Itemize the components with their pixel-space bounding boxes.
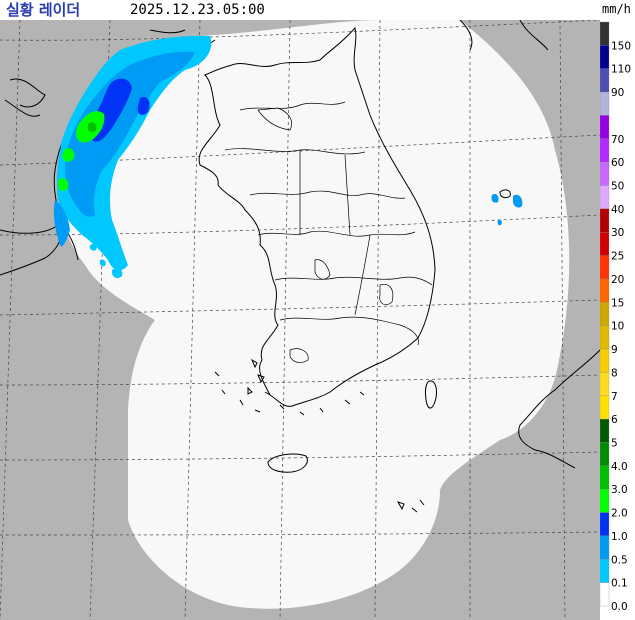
legend-label: 20 [611, 274, 624, 286]
legend-swatch [600, 535, 610, 560]
legend-label: 9 [611, 344, 618, 356]
legend-swatch [600, 465, 610, 490]
legend-swatch [600, 489, 610, 513]
legend-swatch [600, 91, 610, 116]
legend-swatch [600, 559, 610, 583]
legend-swatch [600, 395, 610, 420]
legend-label: 50 [611, 181, 624, 193]
legend-label: 90 [611, 87, 624, 99]
radar-echoes [53, 35, 523, 279]
japan-coast [518, 349, 600, 469]
echo-dark-blue [90, 78, 150, 142]
legend-swatch [600, 162, 610, 186]
legend-swatch [600, 255, 610, 280]
echo-scatter [89, 243, 123, 279]
legend-swatch [600, 138, 610, 163]
echo-light-blue [56, 35, 212, 271]
legend-label: 60 [611, 157, 624, 169]
jeju-island [267, 453, 308, 473]
legend-label: 6 [611, 414, 618, 426]
legend-label: 30 [611, 227, 624, 239]
legend-label: 8 [611, 367, 618, 379]
legend-label: 25 [611, 251, 624, 263]
header-bar: 실황 레이더 2025.12.23.05:00 [0, 0, 600, 20]
legend-label: 4.0 [611, 461, 628, 473]
legend-swatch [600, 45, 610, 69]
legend-label: 150 [611, 40, 631, 52]
legend-swatch [600, 372, 610, 396]
legend-label: 70 [611, 134, 624, 146]
province-boundaries [224, 101, 433, 363]
legend-swatch [600, 348, 610, 373]
map-title: 실황 레이더 [6, 1, 81, 19]
precipitation-legend: 150 110 90 70 60 50 40 30 25 20 15 10 9 8 7 6 5 4.0 3.0 2.0… [600, 21, 631, 613]
echo-green-strong [87, 122, 97, 133]
radar-coverage-area [61, 20, 570, 609]
legend-label: 1.0 [611, 531, 628, 543]
legend-label: 2.0 [611, 508, 628, 520]
legend-label: 110 [611, 64, 631, 76]
legend-label: 3.0 [611, 484, 628, 496]
legend-swatch [600, 418, 610, 443]
legend-swatch [600, 512, 610, 537]
legend-swatch [600, 302, 610, 326]
echo-blue [65, 51, 195, 218]
legend-label: 40 [611, 204, 624, 216]
legend-swatch [600, 115, 610, 139]
legend-unit: mm/h [602, 2, 631, 16]
legend-swatch [600, 582, 610, 607]
legend-swatch [600, 21, 610, 46]
legend-label: 10 [611, 321, 624, 333]
echo-east-sea [491, 193, 523, 226]
legend-swatch [600, 325, 610, 350]
observation-timestamp: 2025.12.23.05:00 [130, 2, 265, 18]
legend-label: 7 [611, 391, 618, 403]
legend-swatch [600, 278, 610, 303]
legend-swatch [600, 185, 610, 210]
radar-map[interactable] [0, 20, 600, 620]
echo-coastal-band [53, 200, 70, 247]
legend-swatch [600, 232, 610, 256]
legend-swatch [600, 68, 610, 93]
legend-swatch [600, 208, 610, 233]
legend-label: 0.0 [611, 601, 628, 613]
korean-peninsula-coast [198, 26, 436, 407]
legend-label: 5 [611, 437, 618, 449]
legend-label: 15 [611, 297, 624, 309]
legend-label: 0.1 [611, 578, 628, 590]
legend-label: 0.5 [611, 554, 628, 566]
legend-swatch [600, 442, 610, 466]
